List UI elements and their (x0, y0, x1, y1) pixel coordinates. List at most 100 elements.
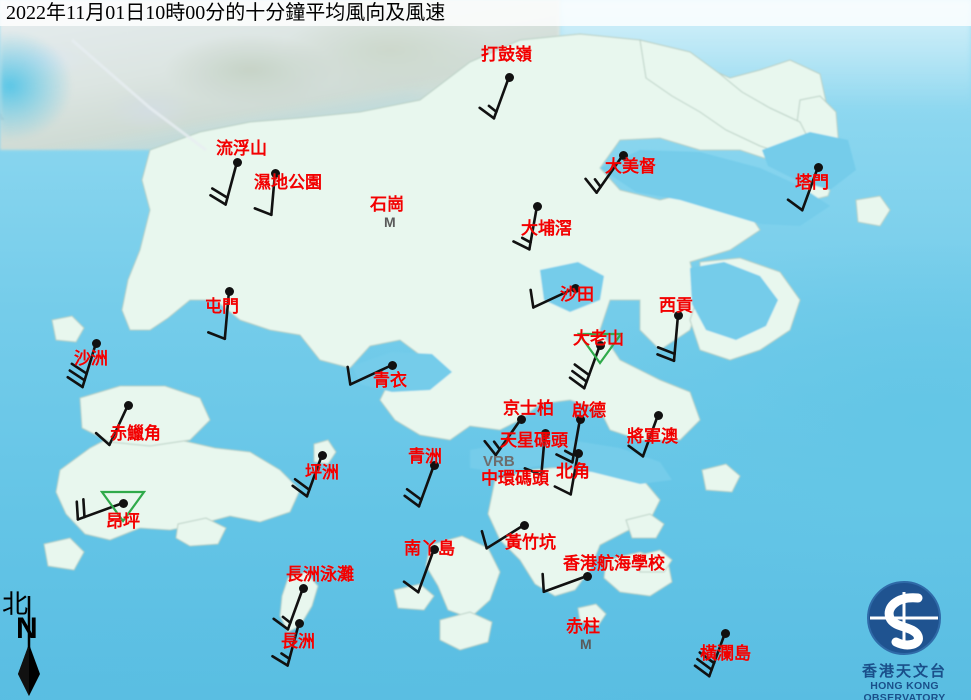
wind-barb-icon (553, 451, 580, 496)
wind-barb-icon (627, 413, 660, 458)
station-dot[interactable] (294, 618, 304, 628)
station-label: 屯門 (205, 297, 239, 316)
missing-data-marker: M (384, 214, 396, 230)
station-label: 濕地公園 (254, 173, 322, 192)
station-dot[interactable] (720, 628, 730, 638)
wind-barb-icon (523, 431, 547, 477)
station-dot[interactable] (813, 162, 823, 172)
station-dot[interactable] (570, 283, 580, 293)
wind-barb-icon (480, 523, 526, 550)
wind-barb-icon (693, 631, 727, 678)
station-dot[interactable] (595, 340, 605, 350)
north-arrow-needle-icon (18, 596, 40, 696)
station-label: 橫瀾島 (700, 644, 751, 663)
station-dot[interactable] (519, 520, 529, 530)
wind-barb-icon (512, 204, 539, 251)
land-lamma (425, 535, 501, 619)
wind-barb-icon (529, 286, 577, 309)
station-label: 天星碼頭 (500, 431, 568, 450)
land-northwest-islet (51, 315, 85, 343)
north-arrow: 北 N (2, 592, 66, 698)
station-dot[interactable] (429, 544, 439, 554)
wind-barb-icon (346, 363, 394, 386)
station-dot[interactable] (270, 168, 280, 178)
station-dot[interactable] (123, 400, 133, 410)
station-label: 大老山 (573, 329, 624, 348)
station-label: 打鼓嶺 (481, 45, 532, 64)
station-dot[interactable] (516, 414, 526, 424)
station-dot[interactable] (540, 428, 550, 438)
station-dot[interactable] (582, 571, 592, 581)
station-dot[interactable] (224, 286, 234, 296)
land-shek-kwu-chau (175, 517, 227, 547)
wind-barb-icon (478, 75, 511, 120)
wind-barb-icon (66, 341, 98, 389)
hko-logo: 香港天文台 HONG KONG OBSERVATORY (838, 578, 971, 700)
land-tung-lung (701, 463, 741, 493)
station-dot[interactable] (653, 410, 663, 420)
station-label: 中環碼頭 (481, 469, 549, 488)
station-label: 西貢 (659, 296, 693, 315)
station-dot[interactable] (575, 414, 585, 424)
wind-barb-icon (656, 313, 680, 363)
land-southern-islet-2 (635, 549, 673, 573)
station-dot[interactable] (317, 450, 327, 460)
station-label: 青洲 (408, 447, 442, 466)
water-rambler-channel (352, 352, 452, 392)
variable-wind-marker: VRB (483, 453, 515, 470)
wind-barb-icon (584, 153, 625, 194)
wind-barb-icon (75, 498, 125, 521)
wind-barb-icon (271, 621, 301, 667)
station-label: 長洲泳灘 (286, 565, 354, 584)
land-southern-islet-1 (625, 513, 665, 539)
gust-triangle-icon (577, 332, 623, 365)
north-arrow-label-cn: 北 (2, 590, 29, 619)
land-chek-lap-kok (79, 385, 211, 447)
station-dot[interactable] (91, 338, 101, 348)
missing-data-marker: M (580, 636, 592, 652)
station-label: 流浮山 (216, 139, 267, 158)
north-arrow-label-en: N (16, 612, 38, 645)
station-dot[interactable] (232, 157, 242, 167)
wind-barb-icon (253, 171, 277, 217)
hko-logo-cn: 香港天文台 (861, 664, 947, 680)
title-bar (0, 0, 971, 26)
water-tolo-channel (762, 132, 856, 190)
land-southern-islet-4 (393, 583, 435, 611)
wind-barb-icon (568, 343, 602, 390)
station-dot[interactable] (118, 498, 128, 508)
station-label: 沙田 (560, 285, 594, 304)
station-label: 赤柱 (566, 617, 600, 636)
shenzhen-bay-bridge (71, 38, 207, 152)
station-dot[interactable] (298, 583, 308, 593)
station-dot[interactable] (573, 448, 583, 458)
station-dot[interactable] (673, 310, 683, 320)
station-label: 大美督 (605, 157, 656, 176)
station-dot[interactable] (532, 201, 542, 211)
station-label: 赤鱲角 (110, 424, 161, 443)
station-dot[interactable] (618, 150, 628, 160)
station-label: 坪洲 (305, 463, 339, 482)
station-label: 將軍澳 (627, 427, 678, 446)
water-tolo-harbour (600, 150, 830, 226)
wind-barb-icon (541, 572, 589, 594)
wind-barb-icon (786, 165, 820, 212)
wind-barb-icon (272, 586, 305, 631)
station-label: 啟德 (572, 401, 606, 420)
station-label: 南丫島 (404, 539, 455, 558)
wind-barb-icon (483, 417, 523, 457)
page-title: 2022年11月01日10時00分的十分鐘平均風向及風速 (6, 2, 446, 24)
hko-emblem-icon (867, 581, 941, 655)
land-sw-isle (43, 537, 85, 571)
station-label: 沙洲 (74, 349, 108, 368)
station-dot[interactable] (429, 460, 439, 470)
station-label: 京士柏 (503, 399, 554, 418)
station-label: 黃竹坑 (505, 533, 556, 552)
satellite-water-patch (0, 26, 120, 146)
station-dot[interactable] (504, 72, 514, 82)
station-dot[interactable] (387, 360, 397, 370)
hko-logo-en: HONG KONG OBSERVATORY (863, 680, 946, 700)
gust-triangle-icon (100, 490, 146, 523)
station-label: 昂坪 (106, 512, 140, 531)
